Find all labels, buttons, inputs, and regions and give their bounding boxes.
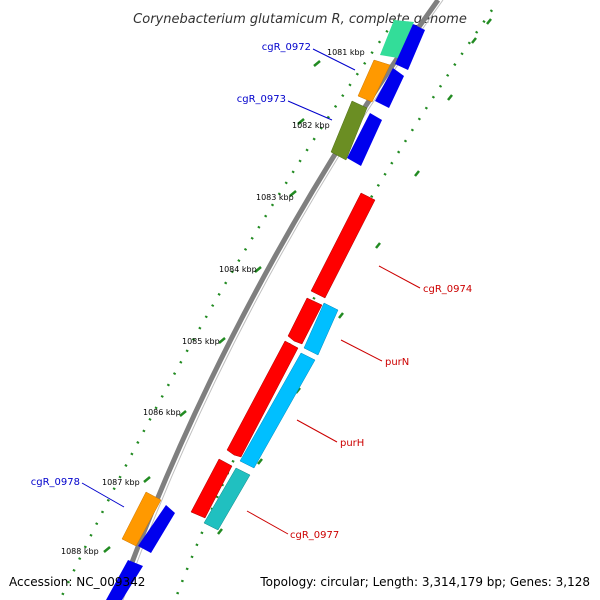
gene-purH[interactable] — [239, 352, 316, 469]
gene-label-purH[interactable]: purH — [340, 438, 364, 449]
gene-bottom-blue[interactable] — [106, 560, 143, 600]
gene-cgR_0974[interactable] — [310, 192, 376, 299]
gene-cgR_0978-blue[interactable] — [138, 505, 175, 553]
gene-label-cgR_0977[interactable]: cgR_0977 — [290, 530, 339, 541]
gene-cgR_0978[interactable] — [121, 491, 162, 547]
gene-label-cgR_0973[interactable]: cgR_0973 — [237, 94, 286, 105]
gene-top-green[interactable] — [380, 20, 414, 58]
gene-purN-red[interactable] — [287, 297, 323, 345]
outer-ruler-left — [58, 19, 397, 600]
reverse-genes — [106, 20, 425, 600]
gene-purH-red[interactable] — [226, 340, 299, 458]
ruler-labels: 1081 kbp 1082 kbp 1083 kbp 1084 kbp 1085… — [61, 48, 365, 556]
ruler-label: 1081 kbp — [327, 48, 365, 57]
gene-label-cgR_0972[interactable]: cgR_0972 — [262, 42, 311, 53]
gene-cgR_0972[interactable] — [357, 59, 391, 103]
gene-cgR_0972-blue[interactable] — [375, 68, 404, 108]
gene-labels: cgR_0972 cgR_0973 cgR_0974 purN purH cgR… — [31, 42, 473, 541]
forward-genes — [190, 192, 376, 531]
map-title: Corynebacterium glutamicum R, complete g… — [133, 12, 467, 27]
ruler-label: 1085 kbp — [182, 337, 220, 346]
ruler-label: 1087 kbp — [102, 478, 140, 487]
gene-top-blue[interactable] — [395, 24, 425, 70]
ruler-label: 1082 kbp — [292, 121, 330, 130]
gene-label-cgR_0974[interactable]: cgR_0974 — [423, 284, 472, 295]
ruler-label: 1084 kbp — [219, 265, 257, 274]
gene-cgR_0973-blue[interactable] — [347, 113, 382, 166]
topology-text: Topology: circular; Length: 3,314,179 bp… — [259, 575, 590, 589]
gene-label-purN[interactable]: purN — [385, 357, 409, 368]
ruler-ticks-right — [217, 18, 492, 535]
ruler-label: 1083 kbp — [256, 193, 294, 202]
accession-text: Accession: NC_009342 — [9, 575, 145, 589]
gene-cgR_0973[interactable] — [330, 100, 368, 161]
gene-cgR_0977[interactable] — [203, 467, 251, 531]
gene-purN[interactable] — [303, 302, 339, 356]
ruler-label: 1088 kbp — [61, 547, 99, 556]
ruler-label: 1086 kbp — [143, 408, 181, 417]
gene-label-cgR_0978[interactable]: cgR_0978 — [31, 477, 80, 488]
gene-cgR_0977-red[interactable] — [190, 458, 233, 519]
ruler-ticks — [103, 60, 321, 553]
label-leaders — [81, 48, 421, 535]
